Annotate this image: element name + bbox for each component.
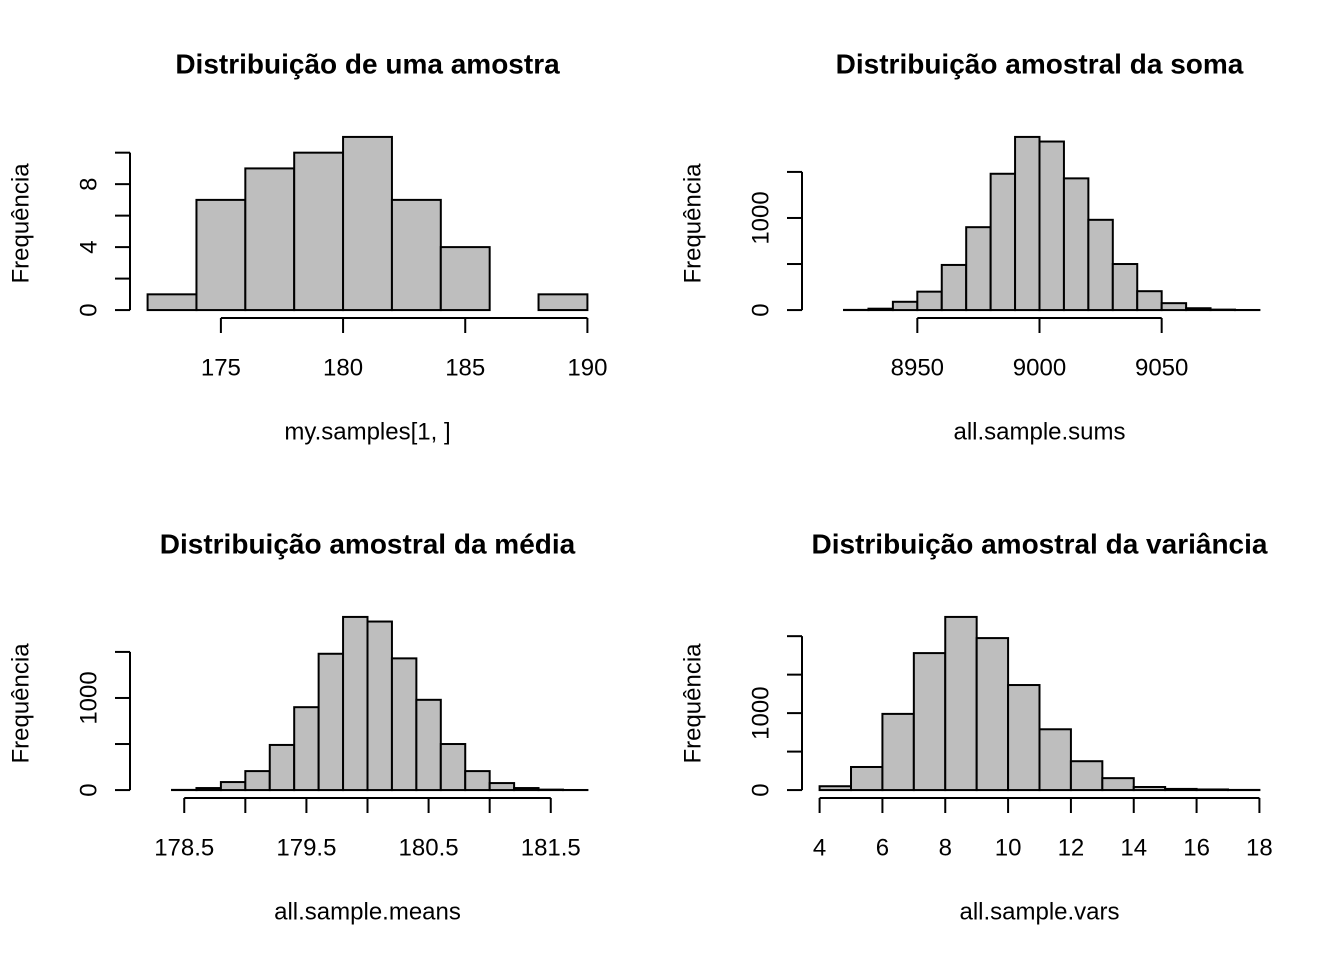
bar <box>1007 684 1041 792</box>
x-tick-label: 185 <box>445 354 485 381</box>
bar <box>195 787 222 792</box>
bar <box>944 615 978 792</box>
bar <box>439 246 491 312</box>
x-tick-label: 181.5 <box>521 834 581 861</box>
bar <box>1069 760 1104 792</box>
bar <box>1014 135 1041 312</box>
bar <box>390 657 418 792</box>
bar <box>867 307 894 312</box>
bar <box>415 698 442 792</box>
x-tick-label: 8 <box>939 834 952 861</box>
bar <box>439 743 467 792</box>
x-tick-label: 12 <box>1058 834 1085 861</box>
y-tick-label: 1000 <box>747 191 774 244</box>
bar <box>1195 788 1229 792</box>
bar <box>244 167 296 312</box>
bar <box>965 226 992 312</box>
y-tick-label: 4 <box>75 240 102 253</box>
bar <box>1160 302 1188 312</box>
y-tick-label: 0 <box>75 783 102 796</box>
bar <box>390 198 442 312</box>
x-tick-label: 180 <box>323 354 363 381</box>
x-tick-label: 179.5 <box>276 834 336 861</box>
y-axis-label: Frequência <box>7 163 34 284</box>
bar <box>1132 785 1167 792</box>
x-tick-label: 6 <box>876 834 889 861</box>
y-tick-label: 8 <box>75 177 102 190</box>
x-tick-label: 10 <box>995 834 1022 861</box>
bar <box>268 743 296 792</box>
x-tick-label: 9050 <box>1135 354 1188 381</box>
y-tick-label: 1000 <box>75 671 102 724</box>
y-axis-label: Frequência <box>679 643 706 764</box>
bar <box>1038 728 1072 792</box>
bar <box>1101 777 1135 792</box>
bar <box>940 263 968 312</box>
bar <box>146 293 198 312</box>
bar <box>881 712 915 792</box>
bar <box>1087 218 1114 312</box>
bar <box>850 765 884 792</box>
chart-title: Distribuição amostral da média <box>160 528 576 559</box>
x-tick-label: 4 <box>813 834 826 861</box>
chart-title: Distribuição de uma amostra <box>175 48 560 79</box>
y-tick-label: 0 <box>75 303 102 316</box>
x-tick-label: 175 <box>201 354 241 381</box>
y-axis-label: Frequência <box>679 163 706 284</box>
x-axis-label: all.sample.sums <box>953 418 1125 445</box>
x-tick-label: 16 <box>1183 834 1210 861</box>
bar <box>366 620 393 792</box>
x-tick-label: 9000 <box>1013 354 1066 381</box>
bar <box>219 781 247 792</box>
x-tick-label: 14 <box>1120 834 1147 861</box>
bar <box>293 706 320 792</box>
bar <box>916 290 943 312</box>
bar <box>342 135 393 312</box>
chart-title: Distribuição amostral da soma <box>836 48 1244 79</box>
x-tick-label: 178.5 <box>154 834 214 861</box>
y-tick-label: 0 <box>747 303 774 316</box>
bar <box>488 782 516 792</box>
bar <box>1185 307 1212 312</box>
bar <box>975 637 1010 792</box>
x-axis-label: all.sample.means <box>274 898 461 925</box>
x-axis-label: all.sample.vars <box>959 898 1119 925</box>
bar <box>537 293 589 312</box>
bar <box>1062 177 1090 312</box>
x-tick-label: 190 <box>567 354 607 381</box>
y-axis-label: Frequência <box>7 643 34 764</box>
x-tick-label: 180.5 <box>399 834 459 861</box>
chart-title: Distribuição amostral da variância <box>812 528 1268 559</box>
x-tick-label: 8950 <box>891 354 944 381</box>
x-axis-label: my.samples[1, ] <box>284 418 450 445</box>
bar <box>244 770 271 792</box>
bar <box>1111 263 1139 312</box>
bar <box>195 198 247 312</box>
bar <box>342 615 369 792</box>
bar <box>464 770 491 792</box>
bar <box>989 172 1017 312</box>
bar <box>1136 290 1163 312</box>
bar <box>1164 787 1198 792</box>
x-tick-label: 18 <box>1246 834 1273 861</box>
y-tick-label: 0 <box>747 783 774 796</box>
bar <box>891 300 919 312</box>
bar <box>1038 140 1065 312</box>
bar <box>317 652 345 792</box>
y-tick-label: 1000 <box>747 686 774 739</box>
bar <box>513 787 540 792</box>
bar <box>818 785 853 792</box>
bar <box>293 151 345 312</box>
bar <box>912 652 947 792</box>
